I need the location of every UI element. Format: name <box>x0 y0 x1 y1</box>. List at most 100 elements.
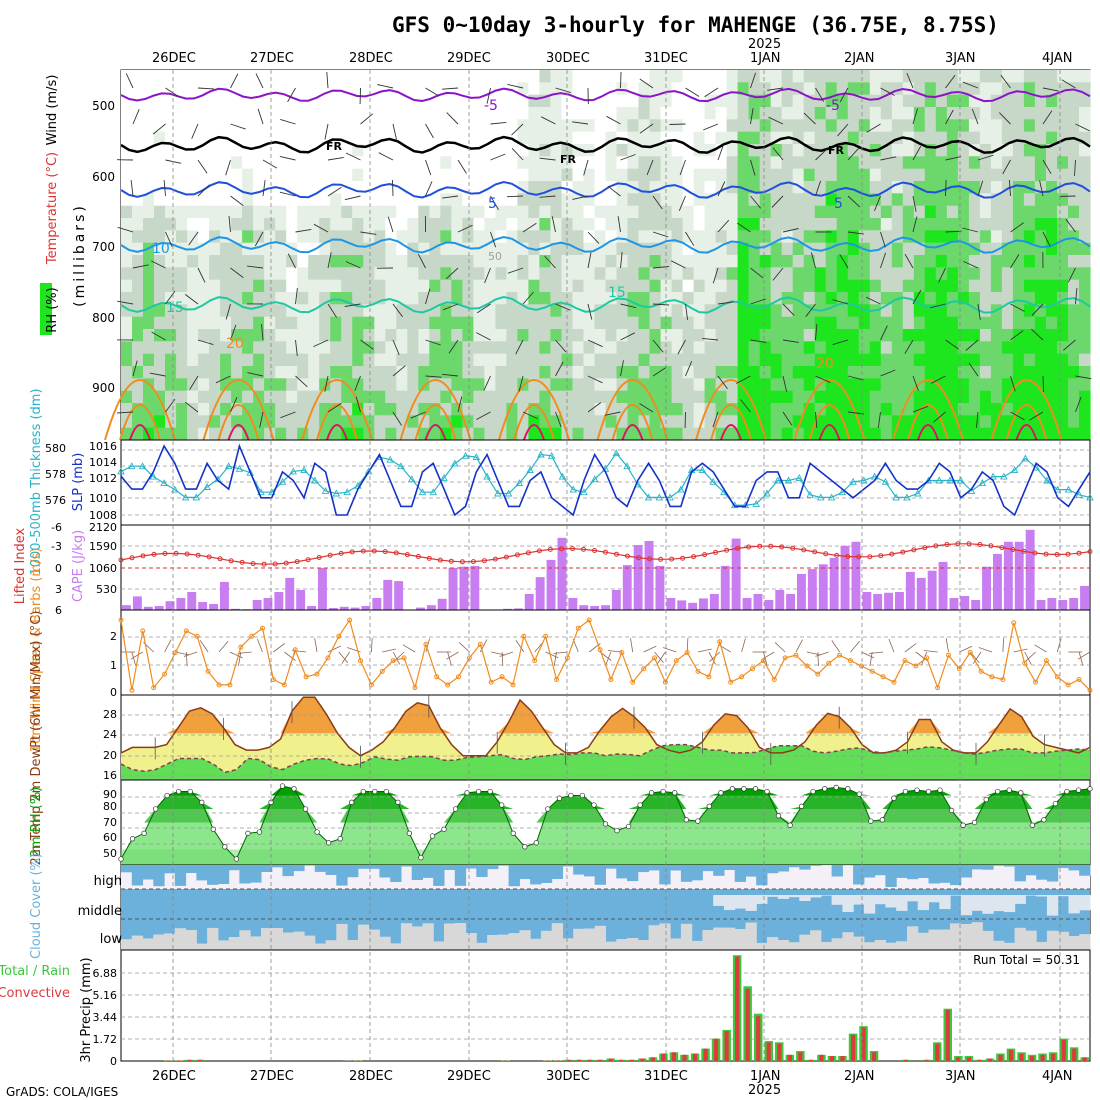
rh-cell <box>121 427 133 441</box>
rh-cell <box>407 279 419 293</box>
lifted-index-marker <box>647 556 652 562</box>
rh-cell <box>286 353 298 367</box>
cloud-high-bar <box>810 865 822 866</box>
rh-marker <box>522 844 528 850</box>
cloud-high-bar <box>680 865 693 882</box>
rh-cell <box>968 94 981 108</box>
rh-cell <box>319 316 331 330</box>
cape-bar <box>285 577 295 610</box>
precip-convective-bar <box>956 1057 961 1061</box>
cape-bar <box>1036 600 1046 610</box>
rh-cell <box>968 304 981 318</box>
cape-bar <box>361 606 371 610</box>
rh-cell <box>473 82 485 96</box>
rh-cell <box>308 94 320 108</box>
rh-cell <box>1079 316 1091 330</box>
rh-cell <box>121 279 133 293</box>
rh-cell <box>264 341 276 355</box>
lifted-index-marker <box>327 552 333 558</box>
rh-cell <box>913 353 926 367</box>
rh-cell <box>264 205 276 219</box>
rh-cell <box>759 168 772 182</box>
rh-cell <box>924 168 937 182</box>
rh-cell <box>154 230 166 244</box>
cloud-low-bar <box>950 923 962 950</box>
rh-cell <box>682 144 695 157</box>
rh-cell <box>264 279 276 293</box>
rh-cell <box>253 427 265 441</box>
wind-barb <box>284 651 296 661</box>
rh-cell <box>154 366 166 379</box>
cloud-low-bar <box>767 937 779 950</box>
rh-cell <box>396 292 408 305</box>
rh-cell <box>979 205 992 219</box>
rh-cell <box>165 131 177 145</box>
rh-cell <box>605 255 618 268</box>
date-label: 3JAN <box>945 51 976 66</box>
rh-cell <box>1079 242 1091 256</box>
precip-convective-bar <box>766 1042 771 1061</box>
precip-convective-bar <box>756 1016 761 1061</box>
rh-cell <box>242 292 254 305</box>
rh-cell <box>187 341 199 355</box>
precip-convective-bar <box>808 1059 813 1061</box>
thickness-marker <box>1064 485 1073 493</box>
date-label: 28DEC <box>349 51 393 66</box>
wind-barb <box>522 291 534 305</box>
rh-cell <box>209 218 221 231</box>
wind-barb <box>717 375 728 390</box>
rh-cell <box>913 366 926 379</box>
cloud-mid-bar <box>928 895 940 903</box>
rh-cell <box>726 267 739 281</box>
rh-cell <box>968 70 981 83</box>
rh-cell <box>506 341 518 355</box>
rh-cell <box>704 292 717 305</box>
wind-barb <box>324 375 329 392</box>
wind-barb <box>165 87 180 98</box>
rh-cell <box>440 316 452 330</box>
rh-cell <box>209 279 221 293</box>
rh-cell <box>913 119 926 133</box>
rh-marker <box>752 786 759 792</box>
rh-cell <box>539 193 551 207</box>
rh-cell <box>968 316 981 330</box>
rh-cell <box>924 316 937 330</box>
precip-convective-bar <box>924 1059 929 1061</box>
wind-barb <box>685 231 695 246</box>
cloud-high-bar <box>777 865 790 872</box>
wind-barb <box>815 148 828 161</box>
rh-cell <box>825 341 838 355</box>
rh-cell <box>1012 316 1025 330</box>
rh-cell <box>781 242 794 256</box>
rh-cell <box>880 366 893 379</box>
rh-cell <box>1068 353 1080 367</box>
rh-cell <box>1057 94 1069 108</box>
rh-cell <box>693 218 706 231</box>
wind-barb <box>587 339 603 348</box>
lifted-index-marker <box>823 551 829 557</box>
cloud-high-bar <box>993 865 1005 866</box>
cloud-high-bar <box>422 865 434 878</box>
rh-cell <box>495 156 507 170</box>
cloud-mid-bar <box>939 895 951 910</box>
rh-cell <box>451 341 463 355</box>
rh-cell <box>1001 82 1014 96</box>
rh-cell <box>374 353 386 367</box>
wind-barb <box>712 411 719 428</box>
rh-cell <box>231 427 243 441</box>
cape-bar <box>633 545 643 610</box>
rh-cell <box>858 107 871 120</box>
rh-cell <box>979 341 992 355</box>
rh-cell <box>638 70 651 83</box>
rh-cell <box>836 205 849 219</box>
lifted-index-marker <box>360 548 366 554</box>
rh-cell <box>935 403 948 416</box>
lifted-index-marker <box>768 543 774 549</box>
rh-cell <box>539 316 551 330</box>
cape-bar <box>677 600 687 610</box>
rh-cell <box>440 193 452 207</box>
rh-cell <box>891 366 904 379</box>
rh-cell <box>946 267 959 281</box>
wind-barb <box>750 72 757 89</box>
rh-cell <box>407 230 419 244</box>
